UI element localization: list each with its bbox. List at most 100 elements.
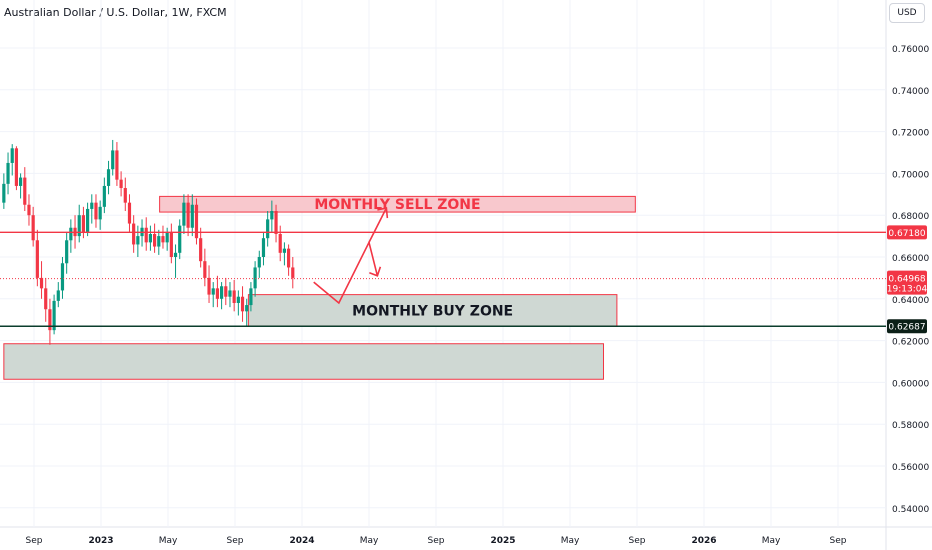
candle-body (253, 267, 257, 289)
candles-layer (2, 139, 295, 345)
candle (39, 261, 44, 299)
y-tick-label: 0.74000 (892, 87, 929, 97)
candle (278, 225, 282, 262)
currency-selector[interactable]: USD (889, 3, 925, 23)
candle-body (169, 231, 173, 257)
candle (56, 282, 60, 308)
candle (27, 194, 31, 226)
candle (232, 279, 236, 312)
candle-body (236, 296, 240, 303)
candle-body (287, 248, 291, 268)
candle-body (291, 267, 295, 278)
candle (69, 219, 73, 253)
candle (282, 242, 287, 266)
candle-body (52, 300, 56, 331)
candle (178, 219, 182, 260)
candle (98, 200, 102, 230)
candle-body (106, 169, 111, 186)
candle (236, 290, 240, 316)
candle (169, 223, 173, 264)
candle-body (207, 277, 211, 295)
candle (14, 146, 19, 191)
candle-body (14, 148, 19, 186)
candle-body (136, 236, 140, 245)
candle (111, 139, 115, 176)
x-tick-label: 2026 (691, 536, 716, 546)
candle (35, 229, 39, 287)
candle (161, 225, 165, 249)
projection-arrow-up (368, 207, 388, 243)
candle (224, 277, 228, 306)
candle-body (148, 234, 153, 243)
candle-body (69, 227, 73, 241)
candle (190, 194, 194, 237)
candle (165, 227, 169, 251)
candle (287, 244, 291, 276)
x-tick-label: May (561, 536, 580, 546)
x-axis[interactable]: Sep 2023 May Sep 2024 May Sep 2025 May Sep 2026 May… (26, 536, 847, 546)
candle (123, 177, 127, 212)
candle (60, 257, 65, 299)
candle-body (165, 231, 169, 243)
price-label-sell-line: 0.67180 (888, 229, 925, 239)
candle (90, 194, 94, 224)
projection-layer (313, 207, 389, 305)
x-tick-label: Sep (629, 536, 646, 546)
x-tick-label: 2023 (88, 536, 113, 546)
y-axis[interactable]: 0.76000 0.74000 0.72000 0.70000 0.68000 0.660… (892, 45, 929, 515)
candle (173, 244, 178, 278)
candle (44, 277, 48, 322)
candle-body (157, 236, 161, 247)
candle-body (173, 252, 178, 257)
candle (257, 250, 261, 278)
candle (220, 282, 224, 310)
candle (157, 229, 161, 255)
candle (136, 225, 140, 257)
candle-body (215, 288, 220, 299)
candle (23, 167, 27, 212)
candle-body (274, 211, 278, 235)
zone-rect-2 (3, 343, 605, 380)
candle-body (2, 183, 6, 203)
candle-body (228, 290, 232, 297)
candle-body (27, 204, 31, 216)
x-tick-label: Sep (830, 536, 847, 546)
candle-body (132, 223, 136, 245)
candle-body (98, 206, 102, 220)
candle-body (266, 219, 270, 239)
price-lines-layer (0, 231, 886, 328)
candle (86, 202, 90, 237)
candle (261, 231, 266, 266)
current-price-tag-bg (887, 270, 927, 295)
candle-body (144, 227, 148, 243)
candle-body (6, 162, 10, 184)
x-tick-label: Sep (227, 536, 244, 546)
candle (240, 286, 245, 322)
candle-body (190, 204, 194, 228)
candle (274, 204, 278, 243)
candle (115, 142, 119, 186)
candle-body (48, 309, 52, 331)
candle (245, 298, 249, 326)
candle-body (127, 202, 132, 224)
candle-body (35, 240, 39, 278)
candle-body (23, 177, 27, 205)
candle (19, 173, 23, 199)
candle-body (10, 148, 14, 163)
x-tick-label: Sep (26, 536, 43, 546)
candle (266, 211, 270, 247)
candle-body (182, 202, 186, 226)
candle-body (102, 185, 106, 207)
candle-body (203, 261, 207, 278)
candle (148, 225, 153, 251)
candle-body (153, 234, 157, 247)
candle-body (90, 202, 94, 209)
candle-body (56, 290, 60, 301)
candle-body (278, 234, 282, 253)
y-tick-label: 0.68000 (892, 212, 929, 222)
candle (119, 171, 123, 197)
symbol-title: Australian Dollar / U.S. Dollar, 1W, FXC… (4, 6, 227, 19)
candle (207, 265, 211, 303)
zone-label-1: MONTHLY BUY ZONE (352, 303, 513, 319)
